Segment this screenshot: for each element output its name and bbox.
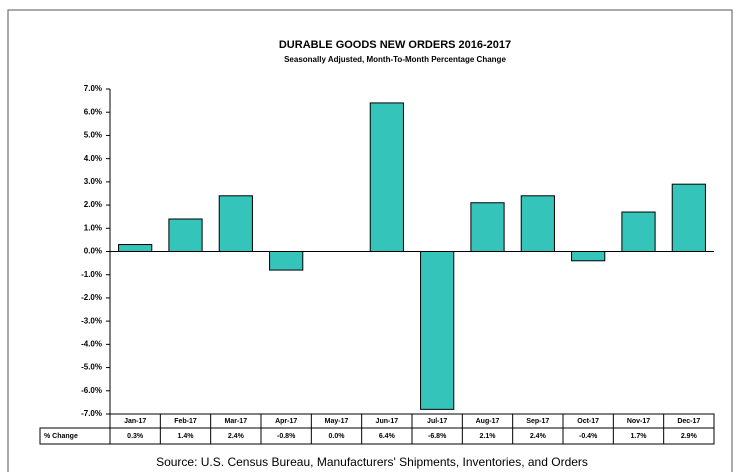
value-label: -0.4% bbox=[579, 433, 598, 440]
value-label: 1.4% bbox=[178, 433, 195, 440]
bar bbox=[470, 202, 505, 252]
frame bbox=[7, 9, 733, 472]
bar bbox=[571, 251, 606, 262]
y-tick-label: 7.0% bbox=[84, 84, 102, 93]
y-tick-label: 1.0% bbox=[84, 223, 102, 232]
x-tick-label: Jun-17 bbox=[376, 418, 399, 425]
y-tick-label: -6.0% bbox=[81, 386, 102, 395]
value-label: 2.1% bbox=[480, 433, 497, 440]
y-tick-label: 6.0% bbox=[84, 107, 102, 116]
value-label: 6.4% bbox=[379, 433, 396, 440]
bar bbox=[369, 102, 404, 252]
bar bbox=[218, 195, 253, 253]
y-tick-label: 3.0% bbox=[84, 177, 102, 186]
x-tick-label: May-17 bbox=[325, 418, 349, 425]
value-label: 1.7% bbox=[631, 433, 648, 440]
bar bbox=[118, 244, 153, 253]
y-tick-label: -5.0% bbox=[81, 363, 102, 372]
value-label: -6.8% bbox=[428, 433, 447, 440]
bar bbox=[621, 211, 656, 253]
x-tick-label: Nov-17 bbox=[627, 418, 650, 425]
y-tick-label: 0.0% bbox=[84, 247, 102, 256]
y-tick-label: -7.0% bbox=[81, 409, 102, 418]
y-tick-label: 2.0% bbox=[84, 200, 102, 209]
bar bbox=[420, 251, 455, 410]
x-tick-label: Dec-17 bbox=[677, 418, 700, 425]
chart-subtitle: Seasonally Adjusted, Month-To-Month Perc… bbox=[284, 55, 506, 64]
value-label: -0.8% bbox=[277, 433, 296, 440]
x-tick-label: Aug-17 bbox=[476, 418, 500, 425]
x-tick-label: Mar-17 bbox=[225, 418, 248, 425]
x-tick-label: Oct-17 bbox=[577, 418, 599, 425]
y-tick-label: -2.0% bbox=[81, 293, 102, 302]
chart-title: DURABLE GOODS NEW ORDERS 2016-2017 bbox=[279, 39, 511, 51]
bar bbox=[671, 183, 706, 252]
x-tick-label: Sep-17 bbox=[526, 418, 549, 425]
x-tick-label: Jul-17 bbox=[427, 418, 447, 425]
x-tick-label: Apr-17 bbox=[275, 418, 297, 425]
x-tick-label: Jan-17 bbox=[124, 418, 146, 425]
value-label: 2.4% bbox=[530, 433, 547, 440]
source: Source: U.S. Census Bureau, Manufacturer… bbox=[156, 455, 588, 469]
table-row-label: % Change bbox=[44, 433, 78, 440]
value-label: 2.9% bbox=[681, 433, 698, 440]
bar bbox=[269, 251, 304, 271]
value-label: 0.3% bbox=[127, 433, 144, 440]
y-tick-label: -1.0% bbox=[81, 270, 102, 279]
bar bbox=[520, 195, 555, 253]
table-row-label-cell bbox=[39, 427, 111, 445]
y-tick-label: -4.0% bbox=[81, 339, 102, 348]
x-tick-label: Feb-17 bbox=[174, 418, 197, 425]
y-tick-label: 5.0% bbox=[84, 131, 102, 140]
value-label: 0.0% bbox=[329, 433, 346, 440]
y-tick-label: -3.0% bbox=[81, 316, 102, 325]
y-tick-label: 4.0% bbox=[84, 154, 102, 163]
value-label: 2.4% bbox=[228, 433, 245, 440]
bar bbox=[168, 218, 203, 252]
